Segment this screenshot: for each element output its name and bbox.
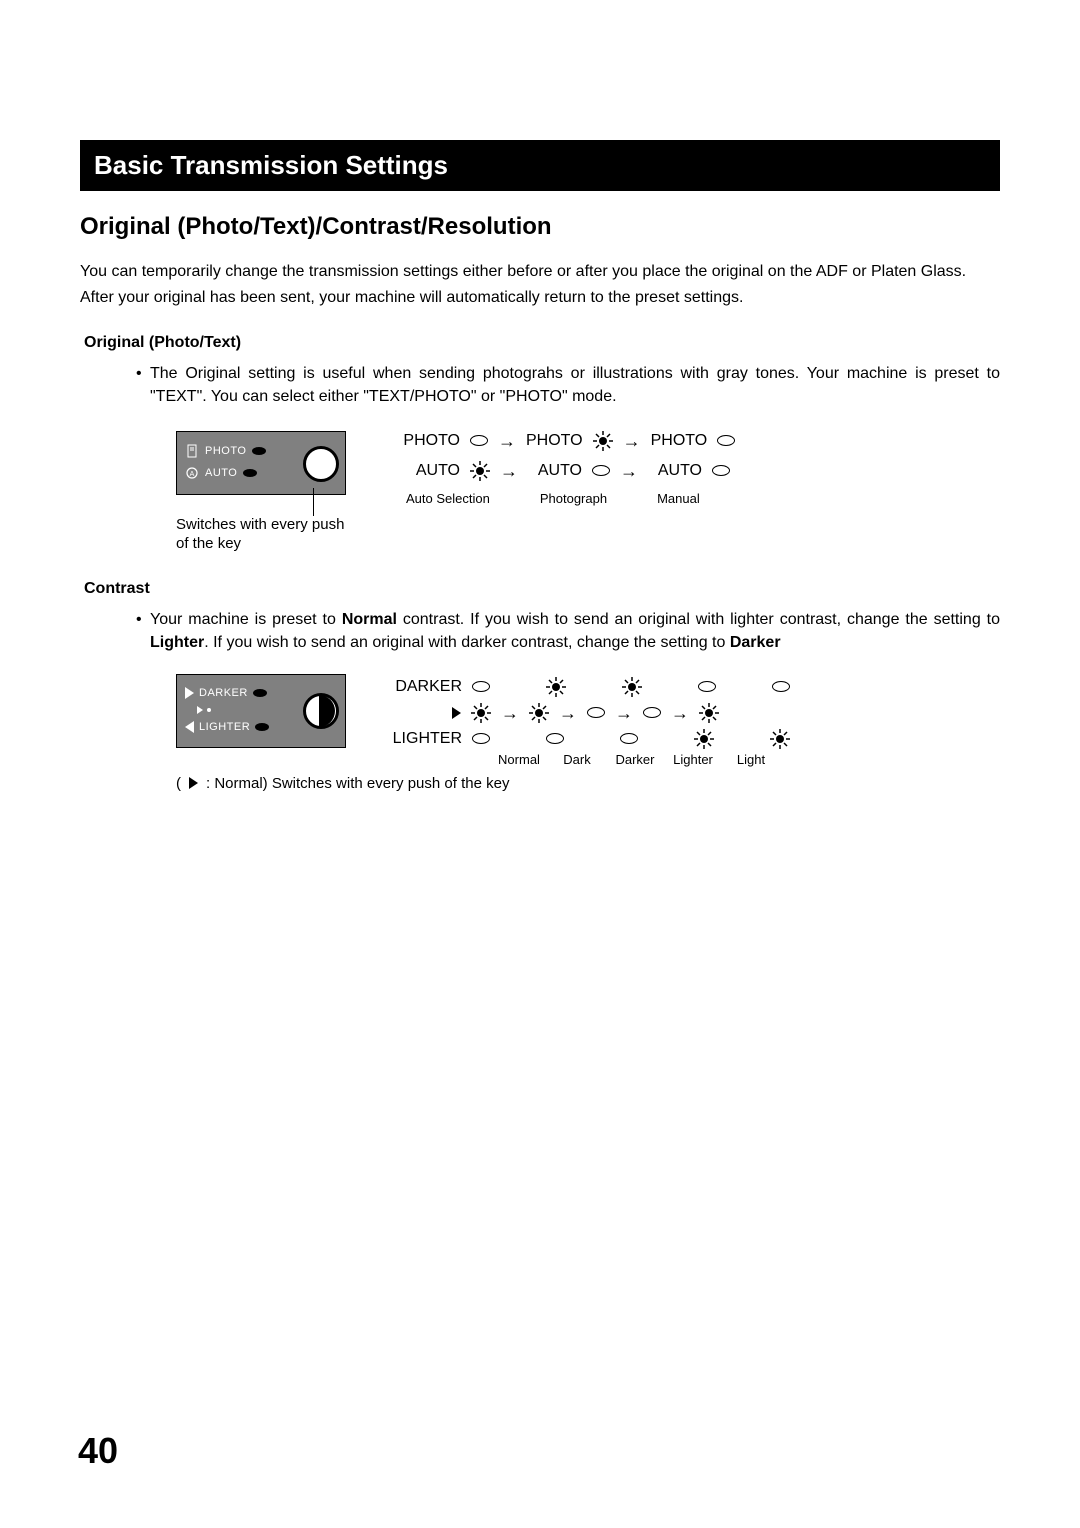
cg-row-lighter: LIGHTER: [382, 726, 790, 752]
ellipse-icon: [772, 681, 790, 692]
arrow-icon: →: [501, 704, 519, 722]
round-button-icon: [303, 446, 339, 482]
triangle-right-icon: [452, 707, 461, 719]
arrow-icon: →: [671, 704, 689, 722]
panel-label-lighter: LIGHTER: [199, 721, 250, 733]
triangle-icon: [197, 706, 203, 714]
ellipse-icon: [698, 681, 716, 692]
intro-paragraph-2: After your original has been sent, your …: [80, 287, 1000, 309]
led-icon: [253, 689, 267, 697]
triangle-right-icon: [189, 777, 198, 789]
cg-row-mid: → → → →: [382, 700, 790, 726]
triangle-left-icon: [185, 721, 194, 733]
panel-label-auto: AUTO: [205, 467, 237, 479]
contrast-footnote: ( : Normal) Switches with every push of …: [176, 775, 1000, 792]
ellipse-icon: [472, 733, 490, 744]
round-button-icon: [303, 693, 339, 729]
key-illustration-original: PHOTO A AUTO Switches with every push of…: [176, 431, 356, 554]
arrow-icon: →: [623, 432, 641, 450]
cg-label-lighter: LIGHTER: [382, 730, 462, 748]
panel-label-darker: DARKER: [199, 687, 248, 699]
sublabel-auto-selection: Auto Selection: [406, 491, 490, 506]
auto-icon: A: [185, 466, 199, 480]
arrow-icon: →: [500, 462, 518, 480]
sun-icon: [770, 729, 790, 749]
col-normal: Normal: [490, 752, 548, 767]
bullet-text-contrast: Your machine is preset to Normal contras…: [150, 608, 1000, 654]
arrow-icon: →: [615, 704, 633, 722]
sublabel-photograph: Photograph: [540, 491, 607, 506]
ellipse-icon: [717, 435, 735, 446]
panel-label-photo: PHOTO: [205, 445, 246, 457]
sun-icon: [529, 703, 549, 723]
led-icon: [243, 469, 257, 477]
bullet-original: • The Original setting is useful when se…: [136, 362, 1000, 408]
page-number: 40: [78, 1430, 118, 1472]
col-lighter: Lighter: [664, 752, 722, 767]
bullet-contrast: • Your machine is preset to Normal contr…: [136, 608, 1000, 654]
col-light: Light: [722, 752, 780, 767]
sun-icon: [546, 677, 566, 697]
control-panel-original: PHOTO A AUTO: [176, 431, 346, 495]
document-icon: [185, 444, 199, 458]
sun-icon: [622, 677, 642, 697]
cg-label-darker: DARKER: [382, 678, 462, 696]
arrow-icon: →: [620, 462, 638, 480]
intro-paragraph-1: You can temporarily change the transmiss…: [80, 261, 1000, 283]
figure-contrast: DARKER LIGHTER DARKER: [176, 674, 1000, 767]
sun-icon: [694, 729, 714, 749]
sun-icon: [471, 703, 491, 723]
seq-label-photo: PHOTO: [396, 432, 460, 450]
contrast-state-diagram: DARKER → → →: [382, 674, 790, 767]
dot-icon: [207, 708, 211, 712]
ellipse-icon: [587, 707, 605, 718]
cg-column-labels: Normal Dark Darker Lighter Light: [490, 752, 790, 767]
sequence-row-auto: AUTO → AUTO → AUTO: [396, 461, 735, 481]
sun-icon: [470, 461, 490, 481]
arrow-icon: →: [559, 704, 577, 722]
seq-label-auto: AUTO: [648, 462, 702, 480]
bullet-marker: •: [136, 608, 150, 654]
ellipse-icon: [712, 465, 730, 476]
sun-icon: [699, 703, 719, 723]
sublabel-manual: Manual: [657, 491, 700, 506]
control-panel-contrast: DARKER LIGHTER: [176, 674, 346, 748]
ellipse-icon: [546, 733, 564, 744]
figure-original: PHOTO A AUTO Switches with every push of…: [176, 431, 1000, 554]
ellipse-icon: [643, 707, 661, 718]
ellipse-icon: [620, 733, 638, 744]
triangle-right-icon: [185, 687, 194, 699]
ellipse-icon: [472, 681, 490, 692]
seq-label-auto: AUTO: [528, 462, 582, 480]
panel-caption-original: Switches with every push of the key: [176, 515, 356, 554]
cg-row-darker: DARKER: [382, 674, 790, 700]
seq-label-photo: PHOTO: [526, 432, 583, 450]
key-illustration-contrast: DARKER LIGHTER: [176, 674, 346, 748]
arrow-icon: →: [498, 432, 516, 450]
sequence-row-photo: PHOTO → PHOTO → PHOTO: [396, 431, 735, 451]
page-heading: Original (Photo/Text)/Contrast/Resolutio…: [80, 213, 1000, 241]
bullet-text-original: The Original setting is useful when send…: [150, 362, 1000, 408]
sequence-diagram-original: PHOTO → PHOTO → PHOTO AUTO → AUTO → AUTO: [396, 431, 735, 506]
pointer-line: [313, 488, 314, 516]
svg-text:A: A: [190, 471, 195, 478]
ellipse-icon: [470, 435, 488, 446]
section-banner: Basic Transmission Settings: [80, 140, 1000, 191]
led-icon: [255, 723, 269, 731]
subheading-original: Original (Photo/Text): [84, 334, 1000, 352]
sun-icon: [593, 431, 613, 451]
col-dark: Dark: [548, 752, 606, 767]
bullet-marker: •: [136, 362, 150, 408]
seq-label-auto: AUTO: [396, 462, 460, 480]
col-darker: Darker: [606, 752, 664, 767]
sequence-sublabels: Auto Selection Photograph Manual: [406, 491, 735, 506]
led-icon: [252, 447, 266, 455]
ellipse-icon: [592, 465, 610, 476]
manual-page: Basic Transmission Settings Original (Ph…: [0, 0, 1080, 1528]
subheading-contrast: Contrast: [84, 580, 1000, 598]
seq-label-photo: PHOTO: [651, 432, 708, 450]
